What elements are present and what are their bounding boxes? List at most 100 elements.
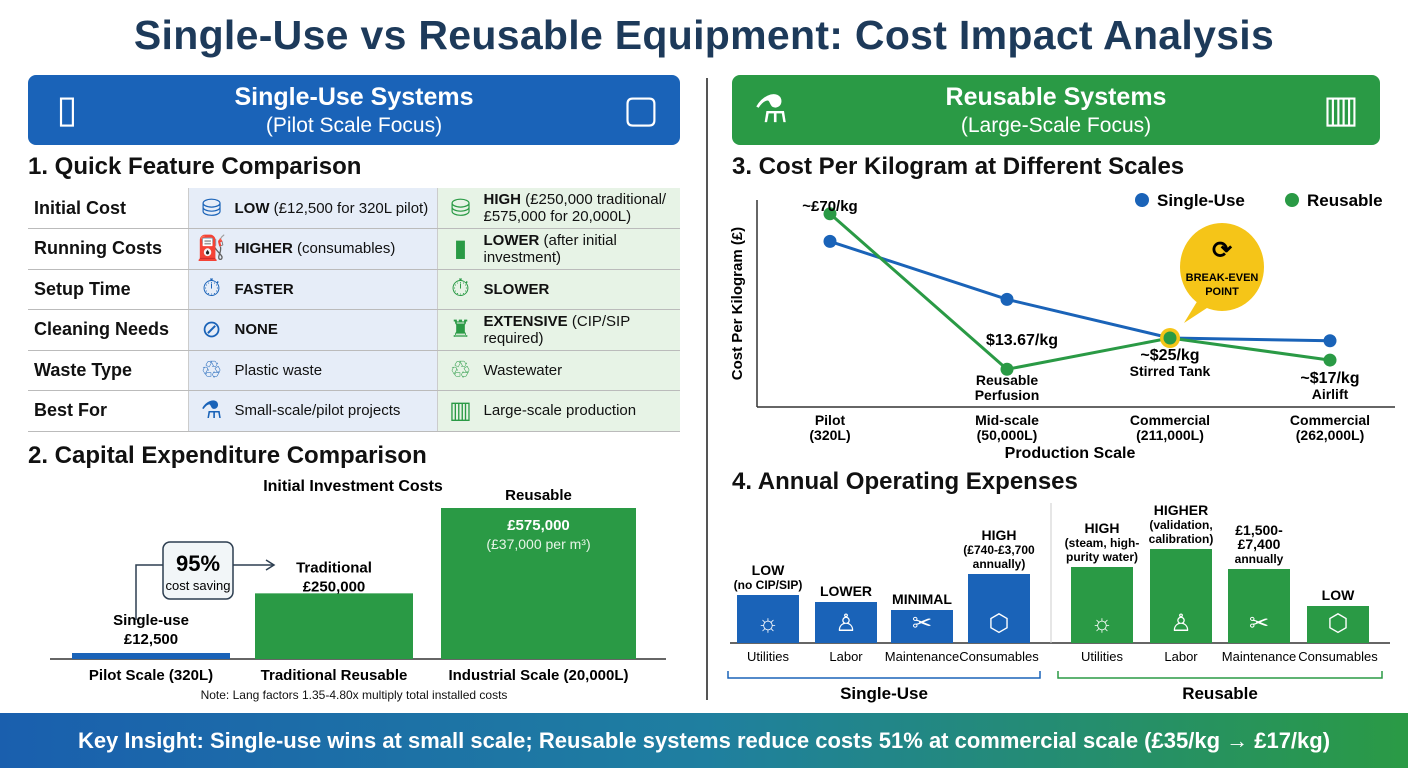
row-label: Cleaning Needs [28,309,188,351]
reusable-banner: ⚗ Reusable Systems (Large-Scale Focus) ▥ [732,75,1380,145]
bar-label: (no CIP/SIP) [734,578,803,592]
x-tick-label: (50,000L) [977,427,1038,443]
chart-title: Initial Investment Costs [263,478,443,495]
bioreactor-icon: ⚗ [753,89,789,131]
banner-subtitle: (Large-Scale Focus) [960,114,1152,137]
x-tick-label: Maintenance [885,649,959,664]
bag-icon: ▯ [56,89,78,131]
bar [1307,606,1369,643]
bar-label: HIGH [982,527,1017,543]
bar-label: £12,500 [124,631,178,648]
series-line [829,212,1331,371]
bar-label: LOW [1322,587,1355,603]
detail: Large-scale production [483,402,637,420]
lightbulb-icon: ☼ [1091,610,1113,637]
rating: LOWER [483,231,540,249]
legend-label: Single-Use [1157,191,1245,210]
single-use-banner: ▯ Single-Use Systems (Pilot Scale Focus)… [28,75,680,145]
reusable-cell: ♲ Wastewater [436,350,680,391]
spray-bottle-icon: ♜ [449,316,472,344]
x-tick-label: Mid-scale [975,412,1039,428]
bar-value: £575,000 [507,517,570,534]
row-label: Setup Time [28,269,188,310]
x-tick-label: Labor [829,649,863,664]
factory-icon: ▥ [1323,89,1359,131]
data-sublabel: Reusable [976,372,1038,388]
page-title: Single-Use vs Reusable Equipment: Cost I… [133,12,1275,58]
callout-text: cost saving [165,578,230,593]
bar [968,574,1030,643]
no-cleaning-icon: ⊘ [201,316,222,344]
x-tick-label: Commercial [1130,412,1210,428]
rating: EXTENSIVE [483,312,568,330]
data-sublabel: Stirred Tank [1130,363,1211,379]
detail: (after initial investment) [483,231,617,266]
table-row: Setup Time ⏱ FASTER ⏱ SLOWER [28,269,680,310]
bar-label: Reusable [505,487,572,504]
reusable-cell: ⏱ SLOWER [436,269,680,310]
single-cell: ⏱ FASTER [187,269,437,310]
bar [255,593,413,659]
meter-down-icon: ▮ [453,235,468,263]
bar-label: HIGHER [1154,502,1208,518]
x-tick-label: Pilot Scale (320L) [89,667,213,684]
detail: Plastic waste [234,361,323,379]
bar-label: annually) [973,557,1026,571]
bar [72,653,230,659]
table-row: Running Costs ⛽ HIGHER (consumables) ▮ LOWER… [28,228,680,270]
worker-icon: ♙ [835,610,857,637]
bar-label: annually [1235,552,1284,566]
bar [815,602,877,643]
bar [737,595,799,643]
single-cell: ⊘ NONE [187,309,437,351]
data-sublabel: Airlift [1312,386,1349,402]
table-row: Cleaning Needs ⊘ NONE ♜ EXTENSIVE (CIP/SIP … [28,309,680,351]
data-label: ~$25/kg [1140,347,1199,364]
legend-label: Reusable [1307,191,1383,210]
reusable-cell: ♜ EXTENSIVE (CIP/SIP required) [436,309,680,351]
section-title: 4. Annual Operating Expenses [732,468,1078,495]
data-label: ~$17/kg [1300,370,1359,387]
break-even-label: BREAK-EVEN [1186,272,1259,284]
drop-container-icon: ▢ [623,89,659,131]
bar-label: LOWER [820,583,872,599]
x-tick-label: Maintenance [1222,649,1296,664]
data-point [1323,353,1337,367]
section-title: 1. Quick Feature Comparison [28,153,362,180]
legend-marker [1285,193,1299,207]
bar-label: HIGH [1085,520,1120,536]
x-tick-label: Utilities [747,649,789,664]
section-title: 3. Cost Per Kilogram at Different Scales [732,153,1185,180]
table-row: Initial Cost ⛁ LOW (£12,500 for 320L pilot… [28,188,680,229]
bar-label: purity water) [1066,550,1138,564]
detail: (£12,500 for 320L pilot) [273,199,429,217]
x-tick-label: Industrial Scale (20,000L) [448,667,628,684]
bar-label: (validation, [1149,518,1212,532]
key-insight-banner: Key Insight: Single-use wins at small sc… [0,713,1408,768]
detail: (consumables) [297,240,396,258]
group-label: Reusable [1182,684,1258,703]
worker-icon: ♙ [1170,610,1192,637]
reusable-cell: ▥ Large-scale production [436,390,680,432]
x-tick-label: Consumables [1298,649,1378,664]
reusable-cell: ▮ LOWER (after initial investment) [436,228,680,270]
capex-chart: Initial Investment Costs Pilot Scale (320… [50,478,666,684]
single-cell: ♲ Plastic waste [187,350,437,391]
bar-label: (steam, high- [1065,536,1140,550]
table-row: Best For ⚗ Small-scale/pilot projects ▥ Larg… [28,390,680,432]
opex-chart: ☼ Utilities LOW (no CIP/SIP) ♙ Labor LOWER ✂ Mai… [727,502,1390,703]
microscope-icon: ⚗ [200,397,223,425]
reusable-cell: ⛁ HIGH (£250,000 traditional/ £575,000 fo… [436,188,680,229]
single-cell: ⛽ HIGHER (consumables) [187,228,437,270]
rating: SLOWER [483,280,550,298]
legend-marker [1135,193,1149,207]
bar-label: MINIMAL [892,591,952,607]
x-tick-label: Commercial [1290,412,1370,428]
callout-box [162,541,234,600]
callout-value: 95% [176,551,220,576]
break-even-label: POINT [1205,286,1239,298]
rating: HIGH [483,191,522,208]
bar [891,610,953,643]
bar-label: £250,000 [303,578,366,595]
tools-icon: ✂ [1249,610,1269,637]
